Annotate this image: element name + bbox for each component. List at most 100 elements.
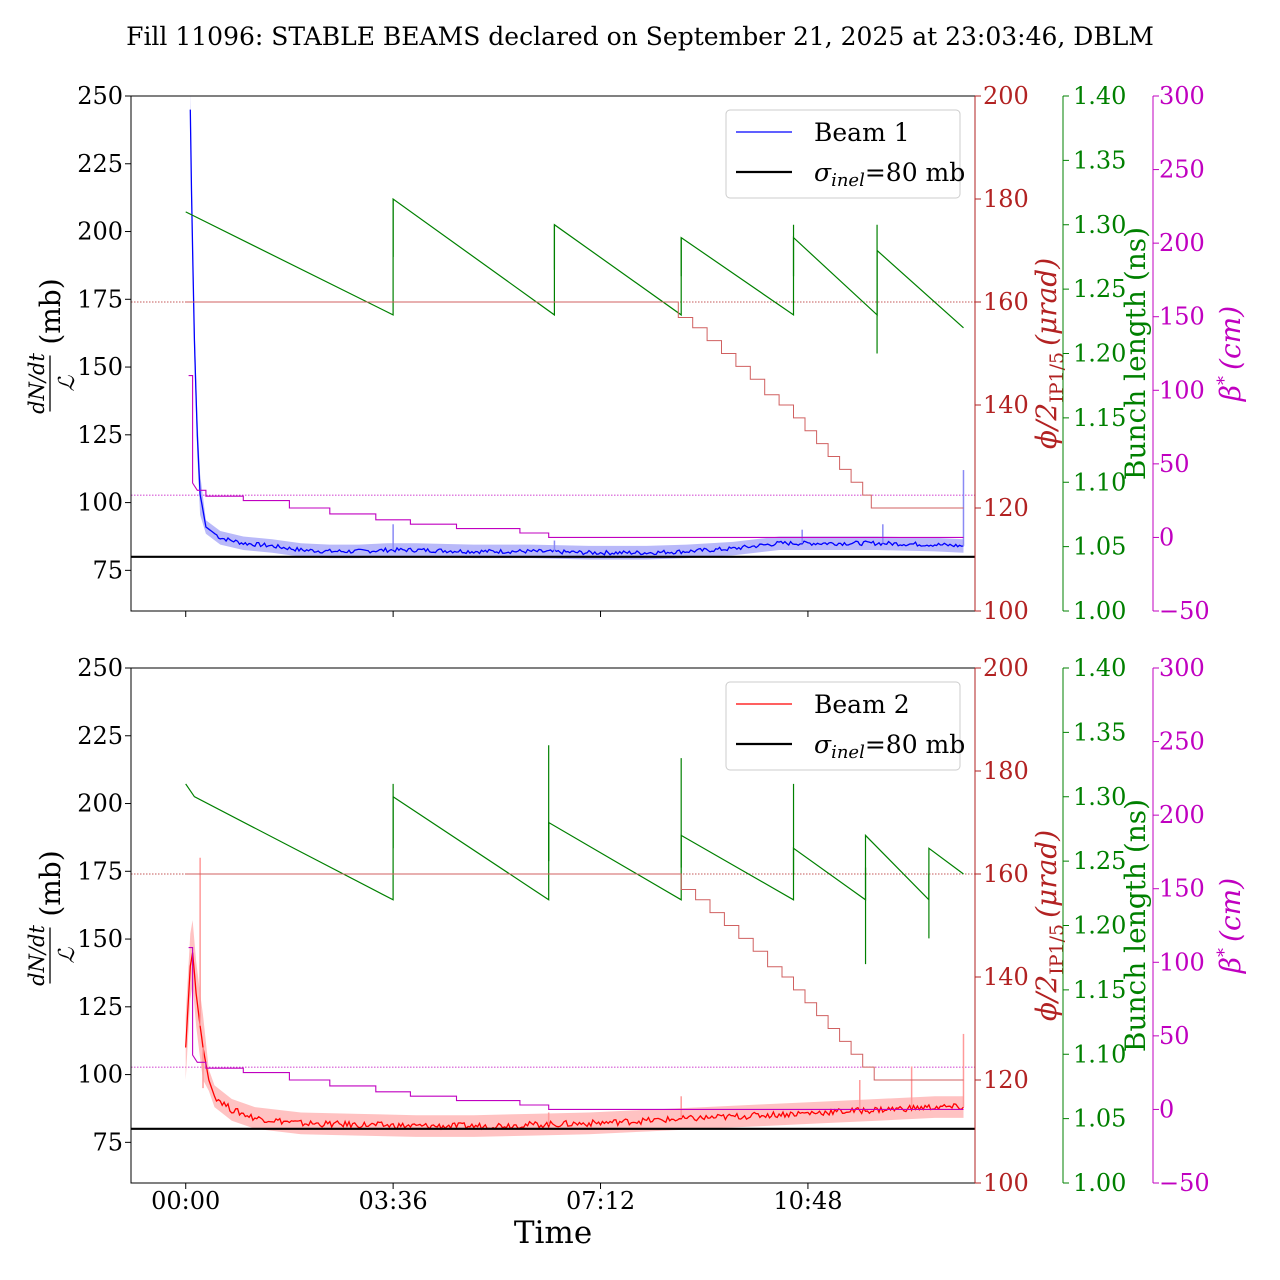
angle-axis-label: ϕ/2IP1/5 (μrad): [1030, 258, 1068, 449]
angle-axis-label-unit: (μrad): [1030, 258, 1063, 346]
bunch-tick-label: 1.10: [1073, 1040, 1126, 1068]
bunch-length-series: [185, 783, 964, 902]
beta-star-series: [188, 375, 964, 538]
angle-tick-label: 100: [983, 597, 1029, 625]
beta-axis-label: β* (cm): [1214, 306, 1247, 402]
bunch-axis-label: Bunch length (ns): [1119, 227, 1152, 480]
x-tick-label: 10:48: [773, 1187, 842, 1215]
left-tick-label: 100: [77, 489, 123, 517]
angle-axis-label-unit: (μrad): [1030, 830, 1063, 918]
beta-tick-label: 50: [1159, 450, 1190, 478]
angle-tick-label: 160: [983, 860, 1029, 888]
beta-axis-label-main: β: [1214, 957, 1247, 974]
left-axis-label-denominator: ℒ: [55, 946, 80, 963]
legend: Beam 2 σinel=80 mb: [725, 681, 965, 771]
beta-tick-label: −50: [1159, 597, 1210, 625]
beta-tick-label: 50: [1159, 1022, 1190, 1050]
bunch-tick-label: 1.25: [1073, 847, 1126, 875]
bunch-tick-label: 1.00: [1073, 597, 1126, 625]
legend: Beam 1 σinel=80 mb: [725, 109, 965, 199]
beam-series-line: [189, 109, 964, 556]
left-tick-label: 125: [77, 993, 123, 1021]
beta-tick-label: 300: [1159, 654, 1205, 682]
x-axis-label: Time: [514, 1215, 592, 1251]
x-tick-label: 03:36: [359, 1187, 428, 1215]
angle-tick-label: 200: [983, 654, 1029, 682]
legend-sigma-label: σinel=80 mb: [814, 158, 965, 191]
beta-tick-label: 0: [1159, 523, 1174, 551]
left-tick-label: 125: [77, 421, 123, 449]
left-axis-label-numerator: dN/dt: [25, 353, 49, 414]
angle-tick-label: 160: [983, 288, 1029, 316]
x-tick-label: 00:00: [151, 1187, 220, 1215]
beta-tick-label: 0: [1159, 1095, 1174, 1123]
bunch-tick-label: 1.05: [1073, 1105, 1126, 1133]
angle-tick-label: 200: [983, 82, 1029, 110]
bunch-tick-label: 1.40: [1073, 82, 1126, 110]
legend-sigma-symbol: σ: [814, 730, 832, 759]
crossing-angle-series: [185, 873, 964, 1081]
legend-sigma-value: =80 mb: [865, 730, 965, 759]
beta-axis-label-sup: *: [1214, 948, 1235, 957]
left-tick-label: 200: [77, 790, 123, 818]
legend-sigma-subscript: inel: [831, 742, 865, 763]
angle-tick-label: 180: [983, 757, 1029, 785]
left-tick-label: 250: [77, 654, 123, 682]
left-tick-label: 75: [92, 1128, 123, 1156]
bunch-tick-label: 1.35: [1073, 146, 1126, 174]
bunch-tick-label: 1.25: [1073, 275, 1126, 303]
x-tick-label: 07:12: [566, 1187, 635, 1215]
angle-tick-label: 140: [983, 391, 1029, 419]
beam-uncertainty-band: [185, 920, 964, 1137]
left-axis-label-unit: (mb): [34, 850, 67, 916]
beta-axis-label-sup: *: [1214, 376, 1235, 385]
legend-sigma-value: =80 mb: [865, 158, 965, 187]
bunch-axis-label: Bunch length (ns): [1119, 799, 1152, 1052]
left-tick-label: 200: [77, 218, 123, 246]
beta-axis-label-unit: (cm): [1214, 306, 1247, 370]
figure-title: Fill 11096: STABLE BEAMS declared on Sep…: [126, 22, 1154, 51]
beta-tick-label: 300: [1159, 82, 1205, 110]
bunch-tick-label: 1.15: [1073, 404, 1126, 432]
angle-axis-label-sub: IP1/5: [1046, 924, 1068, 975]
bunch-tick-label: 1.40: [1073, 654, 1126, 682]
left-axis-label: dN/dt ℒ (mb): [25, 850, 80, 986]
panel-1: 75 100 125 150 175 200 225 250 dN/dt ℒ (mb) 100 120 1…: [25, 82, 1247, 625]
beta-tick-label: 250: [1159, 156, 1205, 184]
angle-tick-label: 140: [983, 963, 1029, 991]
legend-sigma-symbol: σ: [814, 158, 832, 187]
beta-tick-label: 200: [1159, 801, 1205, 829]
left-axis-label: dN/dt ℒ (mb): [25, 278, 80, 414]
bunch-tick-label: 1.30: [1073, 211, 1126, 239]
angle-axis-label-main: ϕ/2: [1030, 403, 1063, 449]
beta-axis-label-unit: (cm): [1214, 878, 1247, 942]
beam-series-line: [185, 952, 964, 1131]
beta-axis-label-main: β: [1214, 385, 1247, 402]
beta-tick-label: 100: [1159, 948, 1205, 976]
bunch-tick-label: 1.00: [1073, 1169, 1126, 1197]
left-tick-label: 225: [77, 150, 123, 178]
left-axis-label-numerator: dN/dt: [25, 925, 49, 986]
angle-tick-label: 100: [983, 1169, 1029, 1197]
bunch-tick-label: 1.30: [1073, 783, 1126, 811]
beta-tick-label: 150: [1159, 303, 1205, 331]
left-tick-label: 250: [77, 82, 123, 110]
plot-area: [131, 96, 975, 560]
beta-tick-label: 200: [1159, 229, 1205, 257]
angle-axis-label-main: ϕ/2: [1030, 975, 1063, 1021]
angle-axis-label: ϕ/2IP1/5 (μrad): [1030, 830, 1068, 1021]
bunch-tick-label: 1.15: [1073, 976, 1126, 1004]
legend-beam-label: Beam 2: [814, 690, 910, 719]
angle-tick-label: 120: [983, 1066, 1029, 1094]
beta-tick-label: 100: [1159, 376, 1205, 404]
bunch-tick-label: 1.05: [1073, 533, 1126, 561]
left-tick-label: 150: [77, 353, 123, 381]
beta-star-series: [188, 947, 964, 1110]
legend-beam-label: Beam 1: [814, 118, 910, 147]
left-tick-label: 100: [77, 1061, 123, 1089]
beta-axis-label: β* (cm): [1214, 878, 1247, 974]
beta-tick-label: 150: [1159, 875, 1205, 903]
left-axis-label-denominator: ℒ: [55, 374, 80, 391]
left-tick-label: 175: [77, 857, 123, 885]
